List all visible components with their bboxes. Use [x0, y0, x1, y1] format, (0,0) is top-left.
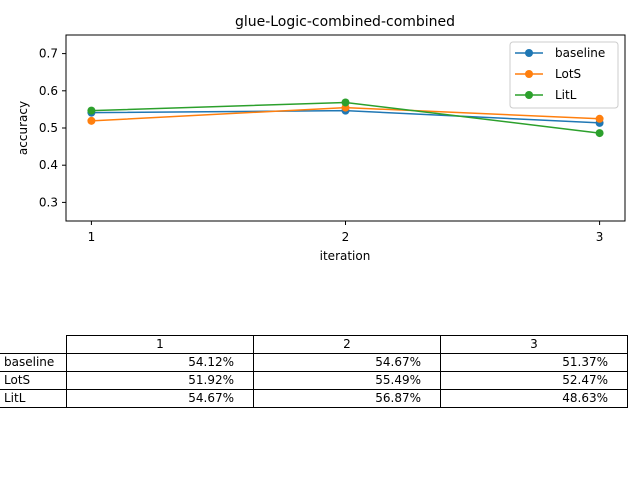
table-cell: 54.67% — [66, 389, 254, 408]
table-cell: 56.87% — [253, 389, 441, 408]
legend-swatch-marker — [525, 70, 533, 78]
line-chart: glue-Logic-combined-combined 0.30.40.50.… — [16, 14, 626, 263]
legend-label: LitL — [555, 88, 577, 102]
data-point-litl — [341, 98, 350, 107]
y-tick-label: 0.7 — [39, 47, 58, 61]
table-cell: 54.12% — [66, 353, 254, 372]
table-row-label: LotS — [0, 371, 67, 390]
legend-label: LotS — [555, 67, 581, 81]
table-row: LitL 54.67% 56.87% 48.63% — [0, 389, 628, 408]
data-point-lots — [595, 114, 604, 123]
table-cell: 52.47% — [440, 371, 628, 390]
table-row-label: LitL — [0, 389, 67, 408]
y-tick-label: 0.4 — [39, 158, 58, 172]
table-column-header: 2 — [253, 335, 441, 354]
y-tick-label: 0.6 — [39, 84, 58, 98]
x-tick-label: 1 — [88, 230, 96, 244]
table-column-header: 3 — [440, 335, 628, 354]
table-column-header: 1 — [66, 335, 254, 354]
table-cell: 54.67% — [253, 353, 441, 372]
table-corner — [0, 336, 67, 354]
legend: baseline LotS LitL — [509, 41, 619, 109]
legend-swatch-marker — [525, 49, 533, 57]
table-row: baseline 54.12% 54.67% 51.37% — [0, 353, 628, 372]
y-axis-label: accuracy — [16, 101, 30, 155]
table-row: LotS 51.92% 55.49% 52.47% — [0, 371, 628, 390]
table-cell: 55.49% — [253, 371, 441, 390]
x-axis-label: iteration — [320, 249, 371, 263]
legend-label: baseline — [555, 46, 605, 60]
y-tick-label: 0.5 — [39, 121, 58, 135]
data-point-lots — [87, 116, 96, 125]
table-cell: 51.92% — [66, 371, 254, 390]
data-table: 1 2 3 baseline 54.12% 54.67% 51.37% LotS… — [0, 335, 628, 408]
legend-swatch-marker — [525, 91, 533, 99]
data-point-litl — [87, 106, 96, 115]
table-header-row: 1 2 3 — [0, 335, 628, 354]
x-tick-label: 2 — [342, 230, 350, 244]
y-axis: 0.3 0.4 0.5 0.6 0.7 — [39, 47, 66, 209]
x-tick-label: 3 — [596, 230, 604, 244]
y-tick-label: 0.3 — [39, 195, 58, 209]
legend-frame — [509, 41, 619, 109]
table-row-label: baseline — [0, 353, 67, 372]
table-cell: 48.63% — [440, 389, 628, 408]
series-layer — [87, 98, 604, 138]
table-cell: 51.37% — [440, 353, 628, 372]
chart-title: glue-Logic-combined-combined — [235, 14, 455, 30]
data-point-litl — [595, 129, 604, 138]
x-axis: 1 2 3 — [88, 221, 604, 244]
